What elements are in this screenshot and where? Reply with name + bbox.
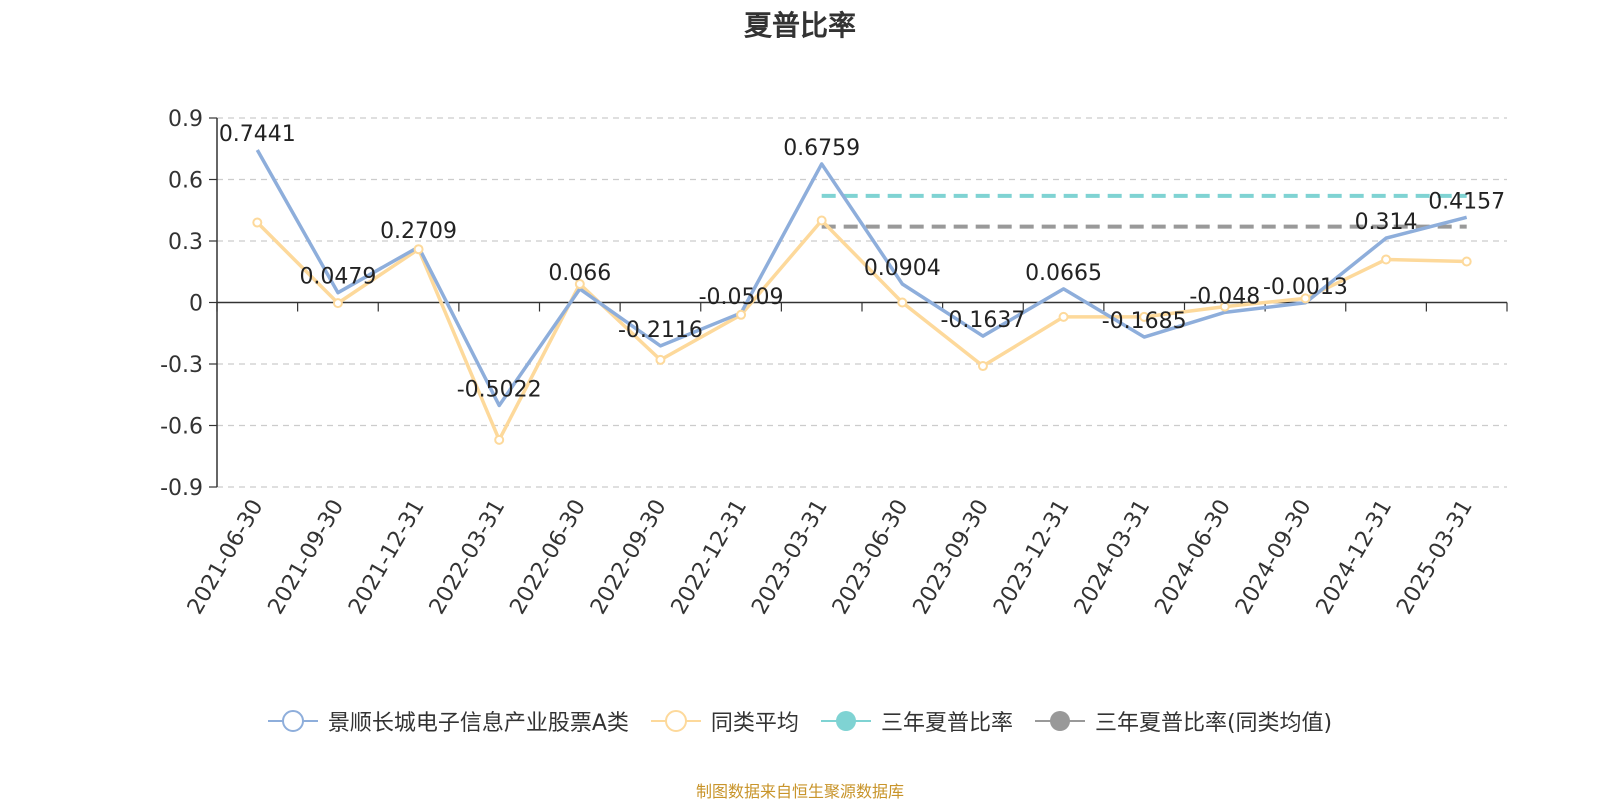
series-line [255, 149, 1468, 408]
data-label: 0.0479 [299, 265, 376, 290]
data-label: 0.4157 [1428, 189, 1505, 214]
data-point [494, 434, 505, 445]
legend-item-fund[interactable]: 景顺长城电子信息产业股票A类 [267, 705, 629, 737]
legend-item-peer-average[interactable]: 同类平均 [650, 705, 799, 737]
y-tick-label: 0.9 [168, 107, 203, 132]
x-tick-label: 2021-06-30 [183, 496, 269, 619]
legend-item-three-year-sharpe-peer[interactable]: 三年夏普比率(同类均值) [1034, 705, 1333, 737]
legend-item-three-year-sharpe[interactable]: 三年夏普比率 [820, 705, 1013, 737]
y-tick-label: 0 [189, 292, 203, 317]
y-tick-label: 0.3 [168, 230, 203, 255]
legend-label-peer-average: 同类平均 [710, 711, 799, 736]
data-label: 0.7441 [219, 122, 296, 147]
data-label: -0.1637 [940, 308, 1025, 333]
data-label: -0.2116 [618, 318, 703, 343]
data-label: -0.048 [1189, 284, 1260, 309]
data-label: 0.6759 [783, 136, 860, 161]
series-line [256, 218, 1467, 442]
data-label: -0.0509 [699, 285, 784, 310]
legend-label-fund: 景顺长城电子信息产业股票A类 [327, 711, 629, 736]
legend-marker-three-year-sharpe-peer-icon [1034, 711, 1085, 731]
x-tick-label: 2022-06-30 [505, 496, 591, 619]
legend-label-three-year-sharpe: 三年夏普比率 [880, 711, 1013, 736]
sharpe-ratio-chart: 0.9 0.6 0.3 0 -0.3 -0.6 -0.92021-06-302021-09-… [160, 107, 1508, 619]
x-tick-label: 2023-06-30 [828, 496, 914, 619]
data-point [1139, 311, 1150, 322]
data-label: 0.0665 [1025, 261, 1102, 286]
y-tick-label: 0.6 [168, 169, 203, 194]
data-point [897, 297, 908, 308]
data-point [252, 217, 263, 228]
source-note: 制图数据来自恒生聚源数据库 [695, 782, 904, 801]
data-label: -0.5022 [457, 377, 542, 402]
legend-marker-three-year-sharpe-icon [820, 711, 871, 731]
data-point [1058, 311, 1069, 322]
x-tick-label: 2022-12-31 [667, 496, 753, 619]
data-point [977, 361, 988, 372]
x-tick-label: 2022-09-30 [586, 496, 672, 619]
data-point [655, 354, 666, 365]
data-label: 0.2709 [380, 219, 457, 244]
x-tick-label: 2024-09-30 [1231, 496, 1317, 619]
x-tick-label: 2022-03-31 [425, 496, 511, 619]
x-tick-label: 2023-03-31 [747, 496, 833, 619]
x-tick-label: 2023-09-30 [909, 496, 995, 619]
data-point [1300, 293, 1311, 304]
x-tick-label: 2023-12-31 [989, 496, 1075, 619]
x-tick-label: 2024-12-31 [1312, 496, 1398, 619]
x-tick-label: 2021-12-31 [344, 496, 430, 619]
x-tick-label: 2021-09-30 [264, 496, 350, 619]
data-point [413, 244, 424, 255]
data-point [736, 309, 747, 320]
y-tick-label: -0.6 [160, 415, 203, 440]
data-point [574, 279, 585, 290]
data-point [332, 298, 343, 309]
data-label: -0.0013 [1263, 275, 1348, 300]
data-point [1381, 254, 1392, 265]
data-label: 0.066 [548, 261, 611, 286]
legend-label-three-year-sharpe-peer: 三年夏普比率(同类均值) [1094, 711, 1333, 736]
y-tick-label: -0.3 [160, 353, 203, 378]
x-tick-label: 2025-03-31 [1392, 496, 1478, 619]
x-tick-label: 2024-06-30 [1150, 496, 1236, 619]
y-tick-label: -0.9 [160, 476, 203, 501]
legend-marker-fund-icon [267, 710, 318, 732]
chart-title: 夏普比率 [743, 9, 856, 42]
x-tick-label: 2024-03-31 [1070, 496, 1156, 619]
data-point [816, 215, 827, 226]
data-label: 0.0904 [864, 256, 941, 281]
data-label: -0.1685 [1102, 309, 1187, 334]
legend: 景顺长城电子信息产业股票A类 同类平均 三年夏普比率 三年夏普比率(同类均值) [0, 705, 1600, 737]
data-label: 0.314 [1355, 210, 1418, 235]
data-point [1219, 301, 1230, 312]
data-point [1461, 256, 1472, 267]
legend-marker-peer-average-icon [650, 710, 701, 732]
